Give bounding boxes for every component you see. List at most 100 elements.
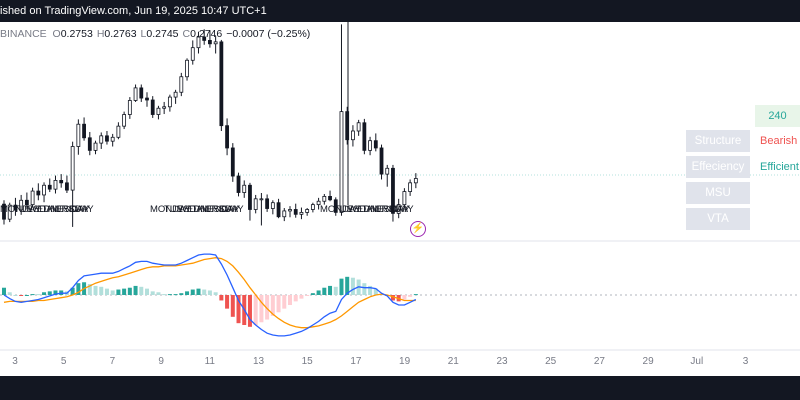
candle-body	[385, 167, 390, 175]
close-value: 0.2746	[190, 28, 223, 40]
day-label: MONDAY	[0, 204, 42, 215]
macd-hist-bar	[390, 295, 395, 301]
x-axis-tick-label: 19	[399, 356, 411, 367]
macd-hist-bar	[350, 277, 355, 295]
lightning-icon[interactable]: ⚡	[410, 221, 426, 237]
macd-hist-bar	[282, 295, 287, 309]
macd-lines	[3, 253, 417, 337]
candle-body	[408, 182, 413, 192]
candle-body	[322, 195, 327, 202]
close-label: C	[182, 28, 191, 40]
macd-hist-bar	[328, 285, 333, 295]
candle-body	[19, 199, 24, 211]
candle-body	[196, 36, 201, 49]
day-label: TUESDAY	[164, 204, 209, 215]
macd-hist-bar	[373, 288, 378, 295]
day-label: TUESDAY	[334, 204, 379, 215]
macd-hist-bar	[2, 287, 6, 295]
day-label: MONDAY	[320, 204, 362, 215]
time-axis[interactable]: 3 5 7 9 11 13 15 17 19 21 23 25 27 29 Jul 3	[12, 356, 749, 367]
candle-body	[13, 204, 18, 211]
macd-hist-bar	[185, 291, 190, 295]
macd-hist-bar	[76, 283, 81, 295]
candle-body	[53, 180, 58, 190]
macd-hist-bar	[127, 287, 132, 295]
macd-hist-bar	[196, 288, 201, 295]
macd-hist-bar	[345, 276, 350, 295]
macd-hist-bar	[408, 295, 413, 297]
candle-body	[185, 59, 189, 78]
macd-hist-bar	[190, 289, 195, 295]
efficiency-value: Efficient	[760, 161, 799, 173]
candle-body	[127, 100, 132, 115]
macd-hist-bar	[122, 288, 127, 295]
candle-body	[288, 209, 292, 212]
candle-body	[122, 114, 127, 127]
msu-label: MSU	[686, 182, 750, 204]
candle-body	[310, 204, 315, 210]
candle-body	[24, 199, 29, 206]
x-axis-tick-label: 3	[12, 356, 18, 367]
x-axis-tick-label: 21	[448, 356, 460, 367]
candle-body	[105, 135, 109, 142]
open-value: 0.2753	[60, 28, 93, 40]
candle-body	[362, 122, 367, 151]
efficiency-label: Effeciency	[686, 156, 750, 178]
day-label: WEDNESDAY	[28, 204, 89, 215]
candle-body	[230, 147, 235, 177]
candle-body	[413, 178, 418, 184]
macd-hist-bar	[270, 295, 275, 316]
candle-body	[139, 87, 144, 99]
x-axis-tick-label: 3	[743, 356, 749, 367]
candle-body	[179, 76, 184, 93]
day-label: THURSDAY	[42, 204, 94, 215]
candle-body	[65, 182, 69, 191]
candle-body	[30, 190, 35, 206]
macd-hist-bar	[110, 290, 115, 295]
candle-body	[248, 184, 252, 210]
candle-body	[213, 41, 218, 45]
macd-hist-bar	[259, 295, 264, 323]
candle-body	[82, 123, 86, 139]
candle-body	[36, 190, 41, 196]
candle-body	[219, 41, 224, 127]
macd-hist-bar	[339, 278, 344, 295]
signal-line	[3, 257, 416, 329]
macd-hist-bar	[70, 287, 75, 295]
macd-histogram	[2, 276, 418, 327]
candle-body	[328, 195, 332, 201]
macd-hist-bar	[293, 295, 298, 302]
macd-hist-bar	[305, 295, 310, 296]
candle-body	[299, 211, 304, 215]
ohlc-legend: BINANCE O0.2753 H0.2763 L0.2745 C0.2746 −0.0…	[0, 28, 314, 40]
candle-body	[7, 204, 12, 220]
high-value: 0.2763	[104, 28, 137, 40]
candle-body	[265, 198, 270, 209]
x-axis-tick-label: 9	[158, 356, 164, 367]
macd-hist-bar	[104, 288, 109, 295]
candles	[2, 24, 418, 227]
candle-body	[253, 198, 258, 210]
day-label: THURSDAY	[362, 204, 414, 215]
macd-hist-bar	[202, 289, 207, 295]
macd-hist-bar	[19, 295, 24, 296]
macd-hist-bar	[42, 292, 47, 295]
candle-body	[236, 175, 241, 193]
candle-body	[173, 91, 178, 98]
candle-body	[99, 135, 104, 144]
x-axis-tick-label: 29	[643, 356, 655, 367]
vta-value	[756, 208, 800, 230]
candle-body	[305, 209, 310, 213]
macd-hist-bar	[213, 292, 218, 295]
candle-body	[270, 202, 275, 209]
macd-hist-bar	[116, 289, 121, 295]
timeframe-cell: 240	[755, 105, 800, 127]
candle-body	[276, 202, 281, 218]
candle-body	[345, 111, 350, 141]
low-value: 0.2745	[146, 28, 179, 40]
macd-hist-bar	[133, 285, 138, 295]
candle-body	[379, 147, 384, 175]
candle-body	[208, 40, 212, 45]
x-axis-tick-label: Jul	[690, 356, 703, 367]
